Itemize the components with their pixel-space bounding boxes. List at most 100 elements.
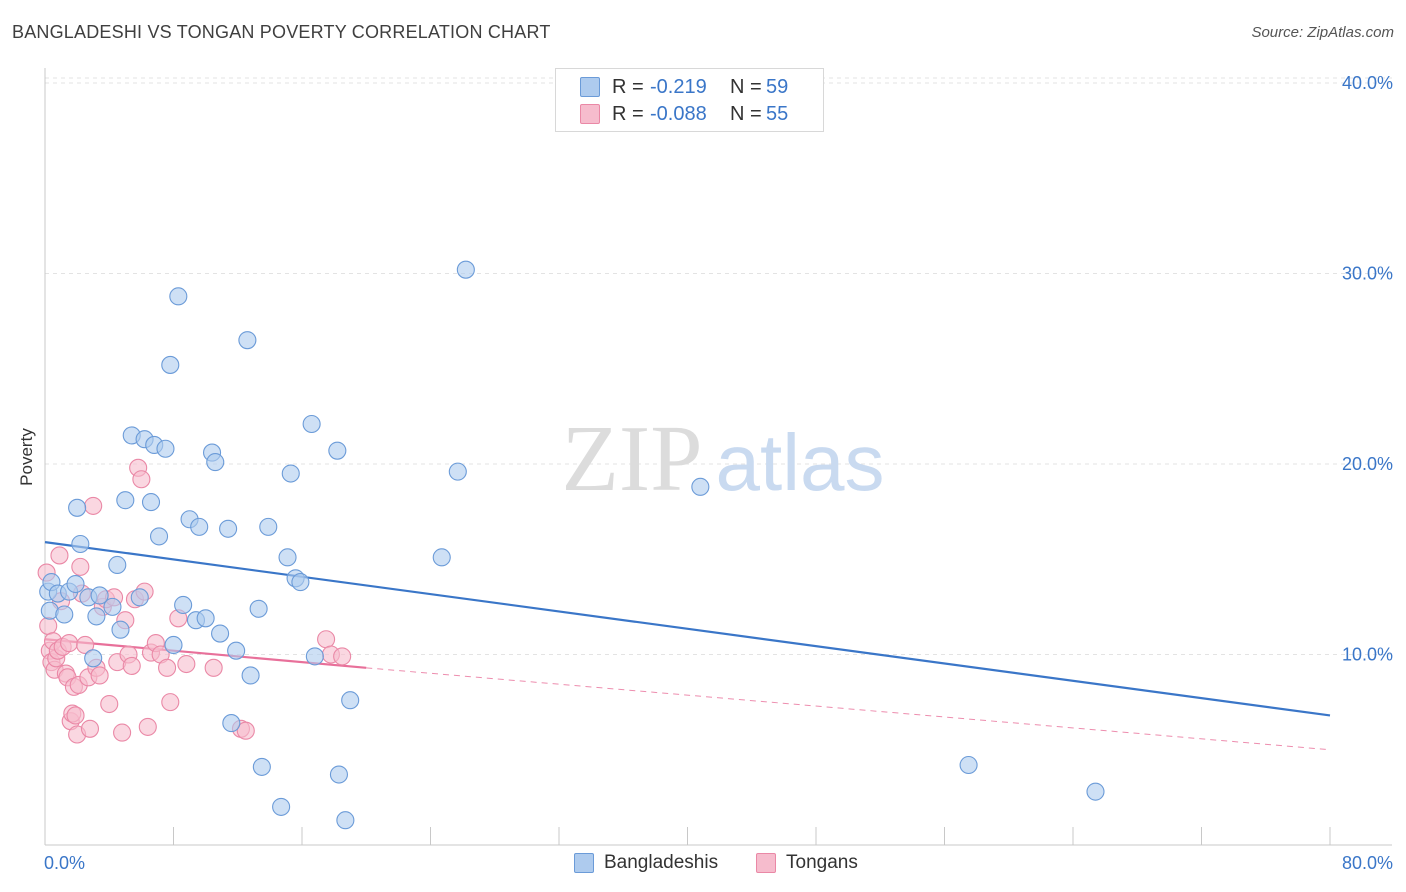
tongan-point (158, 658, 177, 677)
tongan-point (84, 496, 103, 515)
bangladeshi-point (55, 605, 74, 624)
tongan-point (113, 723, 132, 742)
bangladeshi-point (84, 649, 103, 668)
bangladeshi-point (161, 355, 180, 374)
tongan-point (90, 666, 109, 685)
watermark-zip: ZIP (562, 407, 703, 511)
legend-item-bangladeshis: Bangladeshis (574, 852, 718, 874)
legend-row-bangladeshis: R = -0.219 N = 59 (580, 75, 788, 99)
r-label: R = (612, 102, 644, 125)
bangladeshi-point (111, 620, 130, 639)
bangladeshi-point (278, 548, 297, 567)
tongan-point (122, 656, 141, 675)
y-axis-title: Poverty (17, 428, 36, 486)
legend-item-tongans: Tongans (756, 852, 858, 874)
bangladeshi-point (206, 453, 225, 472)
n-value: 59 (766, 75, 789, 98)
bangladeshi-point (227, 641, 246, 660)
bangladeshi-point (174, 595, 193, 615)
bangladeshi-point (249, 599, 268, 618)
bangladeshi-point (90, 586, 109, 605)
legend-label: Bangladeshis (604, 852, 719, 873)
bangladeshi-point (329, 765, 348, 784)
series-legend: Bangladeshis Tongans (0, 852, 1406, 876)
tongan-point (161, 693, 180, 712)
r-label: R = (612, 75, 644, 98)
bangladeshi-point (959, 755, 978, 775)
stats-legend: R = -0.219 N = 59 R = -0.088 N = 55 (555, 68, 824, 132)
bangladeshi-point (130, 588, 149, 607)
tongan-point (80, 719, 100, 738)
source-label: Source: ZipAtlas.com (1251, 24, 1394, 41)
chart-title: BANGLADESHI VS TONGAN POVERTY CORRELATIO… (12, 22, 551, 42)
bangladeshi-point (456, 260, 475, 279)
tongan-point (66, 706, 85, 725)
bangladeshi-point (190, 517, 209, 536)
bangladeshi-point (691, 477, 710, 496)
bangladeshi-point (211, 624, 230, 643)
tongan-point (60, 634, 79, 653)
legend-row-tongans: R = -0.088 N = 55 (580, 102, 788, 126)
bangladeshi-point (219, 519, 238, 538)
axis-labels: 10.0% 20.0% 30.0% 40.0% 0.0% 80.0% (44, 73, 1393, 873)
tongan-point (138, 717, 157, 736)
tongan-point (39, 616, 58, 635)
tongan-point (333, 647, 352, 666)
tongan-point (132, 470, 151, 489)
x-tick-label-max: 80.0% (1342, 853, 1393, 873)
bangladeshi-point (448, 462, 467, 481)
bangladeshi-point (291, 573, 310, 592)
bangladeshi-point (222, 714, 241, 733)
blue-swatch (574, 853, 594, 873)
bangladeshi-point (281, 464, 300, 483)
bangladeshi-point (272, 797, 291, 816)
pink-swatch (756, 853, 776, 873)
bangladeshi-point (164, 635, 183, 655)
n-label: N = (730, 75, 762, 98)
bangladeshi-point (336, 811, 355, 830)
n-label: N = (730, 102, 762, 125)
pink-swatch (580, 104, 600, 124)
bangladeshi-point (238, 331, 257, 350)
y-tick-label: 30.0% (1342, 264, 1393, 284)
x-tick-label-min: 0.0% (44, 853, 85, 873)
y-tick-label: 20.0% (1342, 454, 1393, 474)
tongan-point (177, 654, 196, 674)
tongan-point (317, 630, 336, 649)
bangladeshi-point (1086, 782, 1105, 801)
bangladeshi-point (302, 414, 321, 434)
tongan-point (236, 721, 255, 740)
blue-swatch (580, 77, 600, 97)
bangladeshi-point (108, 555, 127, 575)
bangladeshi-point (66, 574, 85, 594)
bangladeshi-point (103, 597, 122, 616)
tongan-point (76, 635, 95, 655)
n-value: 55 (766, 102, 789, 125)
r-value: -0.219 (650, 75, 707, 98)
bangladeshi-point (169, 287, 188, 306)
y-tick-label: 40.0% (1342, 73, 1393, 93)
bangladeshi-point (141, 493, 161, 512)
grid-lines (45, 77, 1392, 655)
data-points (37, 260, 1105, 830)
bangladeshi-point (252, 757, 271, 776)
r-value: -0.088 (650, 102, 707, 125)
bangladeshi-point (156, 439, 175, 458)
bangladeshi-point (116, 491, 135, 510)
bangladeshi-trend-line (44, 541, 1331, 717)
bangladeshi-point (341, 691, 360, 710)
tongan-trend-extension (366, 667, 1331, 751)
bangladeshi-point (241, 666, 260, 685)
bangladeshi-point (149, 527, 169, 546)
watermark-atlas: atlas (716, 418, 885, 507)
tongan-point (50, 546, 69, 565)
watermark: ZIP atlas (562, 407, 885, 511)
y-tick-label: 10.0% (1342, 645, 1393, 665)
bangladeshi-point (71, 534, 90, 554)
tongan-point (100, 694, 119, 714)
bangladeshi-point (432, 548, 451, 567)
bangladeshi-point (68, 498, 87, 517)
tongan-point (71, 557, 90, 576)
bangladeshi-point (87, 607, 106, 626)
